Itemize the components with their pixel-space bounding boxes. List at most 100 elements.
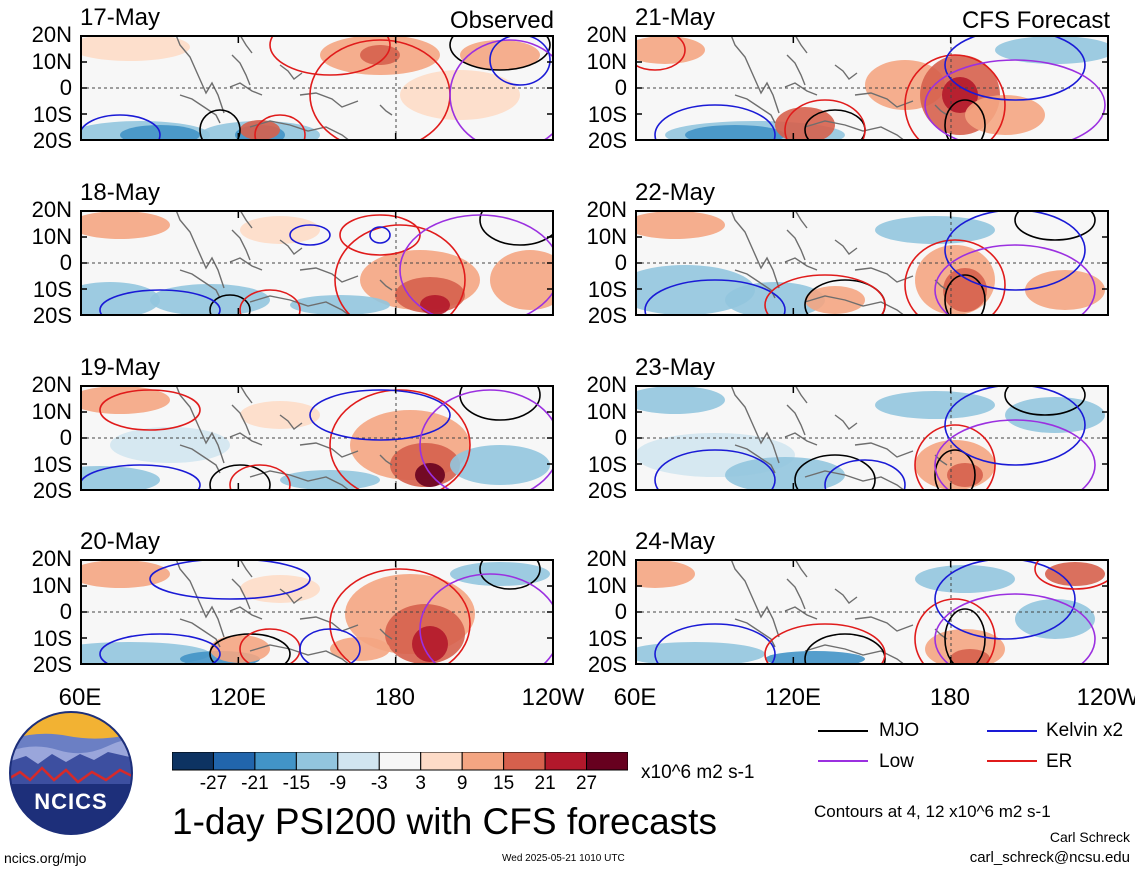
lat-tick-label: 10S	[32, 276, 72, 302]
lat-tick-label: 20N	[586, 546, 627, 571]
kelvin-contour	[149, 559, 311, 600]
lat-tick-label: 0	[59, 75, 72, 100]
anomaly-shading	[950, 649, 990, 665]
anomaly-shading	[240, 120, 280, 140]
mjo-contour	[479, 559, 541, 590]
contours-note: Contours at 4, 12 x10^6 m2 s-1	[814, 802, 1051, 821]
lat-tick-label: 0	[614, 75, 627, 100]
lat-tick-label: 10S	[587, 451, 627, 477]
mjo-contour	[944, 99, 986, 141]
low-contour	[934, 244, 1096, 316]
er-contour	[914, 424, 996, 491]
anomaly-shading	[685, 125, 785, 141]
low-contour	[419, 389, 554, 491]
anomaly-shading	[80, 35, 190, 61]
colorbar-swatch	[586, 752, 628, 771]
panel-date: 22-May	[635, 179, 716, 206]
anomaly-shading	[875, 216, 995, 244]
map-panel	[80, 35, 554, 141]
observed-label: Observed	[449, 7, 554, 34]
lat-tick-label: 20S	[587, 303, 627, 328]
lon-tick-label: 120E	[764, 684, 822, 711]
panel-date: 20-May	[80, 528, 161, 555]
lat-tick-label: 10N	[31, 48, 72, 74]
kelvin-contour	[944, 35, 1086, 101]
kelvin-contour	[944, 210, 1086, 291]
map-panel	[80, 385, 554, 491]
colorbar-tick-label: 27	[575, 773, 598, 794]
mjo-contour	[1014, 210, 1096, 241]
anomaly-shading	[490, 250, 554, 310]
lat-tick-label: 20S	[32, 128, 72, 153]
coastline	[730, 385, 948, 491]
er-contour	[784, 99, 866, 141]
legend-er-label: ER	[1046, 751, 1073, 772]
colorbar-swatch	[461, 752, 505, 771]
lat-tick-label: 20S	[32, 652, 72, 677]
er-contour	[635, 35, 686, 71]
coastline	[175, 385, 393, 491]
lat-tick-label: 20N	[586, 22, 627, 47]
lat-tick-label: 0	[614, 425, 627, 450]
er-contour	[329, 568, 471, 665]
anomaly-shading	[725, 457, 845, 491]
map-panel	[80, 559, 554, 665]
colorbar-swatch	[544, 752, 588, 771]
anomaly-shading	[240, 216, 320, 244]
colorbar-swatch	[295, 752, 339, 771]
lon-tick-label: 60E	[58, 684, 102, 711]
er-contour	[239, 289, 301, 316]
anomaly-shading	[280, 470, 380, 490]
source-url: ncics.org/mjo	[4, 850, 87, 866]
er-contour	[254, 114, 306, 141]
anomaly-shading	[450, 445, 550, 485]
mjo-contour	[1004, 385, 1086, 416]
colorbar-tick-label: -21	[241, 773, 269, 794]
coastline	[175, 210, 393, 316]
low-contour	[399, 214, 554, 316]
er-contour	[339, 214, 421, 256]
lon-tick-label: 180	[374, 684, 416, 711]
map-panel	[635, 385, 1109, 491]
lat-tick-label: 20S	[32, 303, 72, 328]
colorbar-swatch	[378, 752, 422, 771]
er-contour	[1034, 559, 1109, 590]
anomaly-shading	[635, 265, 755, 315]
anomaly-shading	[635, 560, 695, 588]
colorbar-swatch	[420, 752, 463, 771]
lat-tick-label: 0	[59, 425, 72, 450]
anomaly-shading	[635, 211, 725, 239]
anomaly-shading	[80, 642, 210, 665]
legend-low-label: Low	[879, 751, 914, 772]
anomaly-shading	[635, 386, 725, 414]
anomaly-shading	[947, 463, 983, 487]
kelvin-contour	[654, 449, 776, 491]
anomaly-shading	[290, 295, 390, 315]
lat-tick-label: 10N	[586, 398, 627, 424]
kelvin-contour	[99, 289, 221, 316]
er-contour	[229, 464, 291, 491]
lat-tick-label: 10S	[32, 101, 72, 127]
author: Carl Schreck	[1049, 829, 1130, 845]
kelvin-contour	[289, 224, 331, 246]
lat-tick-label: 20S	[587, 128, 627, 153]
kelvin-contour	[654, 623, 776, 665]
colorbar-swatch	[337, 752, 380, 771]
lat-tick-label: 20N	[31, 546, 72, 571]
anomaly-shading	[1025, 270, 1105, 310]
lat-tick-label: 10S	[587, 625, 627, 651]
er-contour	[334, 224, 466, 316]
anomaly-shading	[400, 70, 520, 120]
coastline	[175, 559, 393, 665]
lat-tick-label: 20N	[586, 197, 627, 222]
kelvin-contour	[824, 459, 906, 491]
kelvin-contour	[644, 279, 786, 316]
low-contour	[934, 419, 1096, 491]
anomaly-shading	[420, 295, 450, 315]
map-panel	[635, 559, 1109, 665]
mjo-contour	[944, 608, 986, 665]
lat-tick-label: 10N	[31, 223, 72, 249]
lat-tick-label: 10S	[587, 101, 627, 127]
er-contour	[904, 239, 1006, 316]
panel-date: 24-May	[635, 528, 716, 555]
